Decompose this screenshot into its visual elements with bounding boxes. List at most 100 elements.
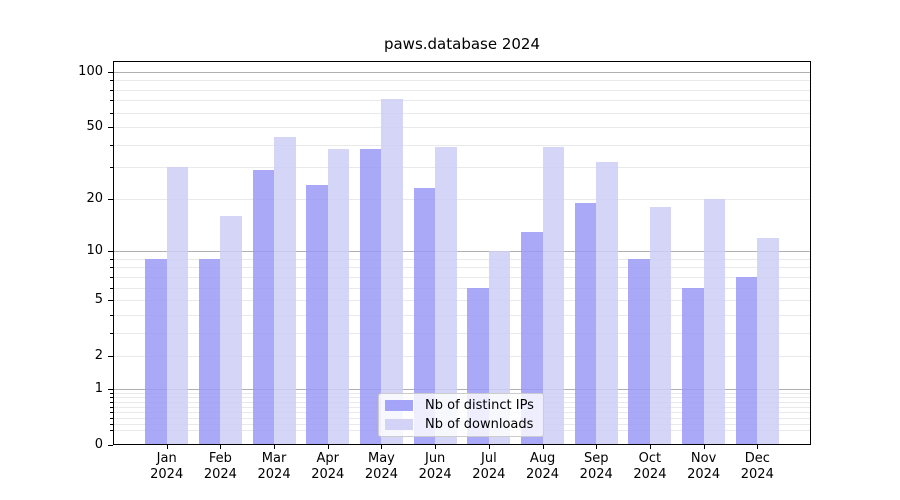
y-tick-label: 1	[94, 380, 103, 396]
y-minor-tick	[110, 402, 113, 404]
y-minor-tick	[110, 393, 113, 395]
y-tick	[108, 127, 113, 129]
y-minor-tick	[110, 430, 113, 432]
bar-distinct-ips	[198, 258, 221, 445]
bar-downloads	[220, 215, 242, 445]
gridline-minor	[113, 332, 811, 334]
x-tick-label: May 2024	[364, 451, 398, 482]
y-minor-tick	[110, 332, 113, 334]
y-tick-label: 5	[94, 292, 103, 308]
chart-title: paws.database 2024	[383, 35, 541, 53]
y-minor-tick	[110, 287, 113, 289]
bar-downloads	[649, 206, 672, 445]
bar-distinct-ips	[359, 148, 382, 445]
y-minor-tick	[110, 167, 113, 169]
gridline-minor	[113, 127, 811, 129]
y-minor-tick	[110, 397, 113, 399]
bar-downloads	[166, 167, 189, 445]
y-tick-label: 100	[78, 63, 103, 79]
bar-downloads	[435, 146, 457, 445]
y-tick	[108, 445, 113, 446]
y-minor-tick	[110, 112, 113, 114]
y-minor-tick	[110, 258, 113, 260]
x-tick-label: Nov 2024	[687, 451, 721, 482]
y-minor-tick	[110, 80, 113, 82]
gridline-minor	[113, 314, 811, 316]
legend: Nb of distinct IPs Nb of downloads	[378, 393, 544, 437]
bar-distinct-ips	[628, 258, 650, 445]
y-tick	[108, 198, 113, 200]
gridline-major	[113, 388, 811, 390]
x-tick	[542, 445, 544, 449]
gridline-minor	[113, 258, 811, 260]
x-tick-label: Oct 2024	[633, 451, 667, 482]
y-minor-tick	[110, 412, 113, 414]
bar-layer	[113, 61, 811, 445]
gridline-minor	[113, 112, 811, 114]
x-tick	[596, 445, 598, 449]
y-minor-tick	[110, 406, 113, 408]
x-tick-label: Jan 2024	[150, 451, 184, 482]
x-tick	[327, 445, 329, 449]
bar-downloads	[381, 99, 403, 445]
x-tick	[435, 445, 437, 449]
y-tick	[108, 71, 113, 73]
gridline-minor	[113, 198, 811, 200]
x-tick-label: Feb 2024	[203, 451, 237, 482]
legend-swatch-distinct-ips	[385, 400, 413, 411]
x-tick-label: Apr 2024	[311, 451, 345, 482]
bar-distinct-ips	[735, 276, 758, 445]
gridline-minor	[113, 276, 811, 278]
y-minor-tick	[110, 89, 113, 91]
x-tick-label: Jul 2024	[472, 451, 506, 482]
bar-downloads	[542, 146, 565, 445]
y-tick	[108, 300, 113, 302]
x-tick	[381, 445, 383, 449]
legend-item: Nb of distinct IPs	[385, 398, 537, 414]
y-minor-tick	[110, 144, 113, 146]
gridline-major	[113, 71, 811, 73]
y-tick	[108, 251, 113, 253]
legend-item: Nb of downloads	[385, 417, 537, 433]
x-tick	[220, 445, 222, 449]
x-tick-label: Mar 2024	[257, 451, 291, 482]
x-tick-label: Dec 2024	[740, 451, 774, 482]
y-minor-tick	[110, 314, 113, 316]
y-minor-tick	[110, 423, 113, 425]
x-tick	[703, 445, 705, 449]
bar-distinct-ips	[306, 184, 328, 445]
y-minor-tick	[110, 267, 113, 269]
y-minor-tick	[110, 276, 113, 278]
x-tick	[166, 445, 168, 449]
bar-distinct-ips	[413, 188, 436, 445]
bar-distinct-ips	[145, 258, 167, 445]
y-tick-label: 20	[86, 190, 103, 206]
x-tick-label: Aug 2024	[525, 451, 560, 482]
x-tick	[757, 445, 759, 449]
x-tick	[649, 445, 651, 449]
x-tick-label: Sep 2024	[579, 451, 613, 482]
y-tick-label: 2	[94, 348, 103, 364]
bar-downloads	[596, 162, 618, 445]
x-tick-label: Jun 2024	[418, 451, 452, 482]
y-tick-label: 50	[86, 119, 103, 135]
bar-downloads	[703, 198, 726, 445]
legend-label: Nb of downloads	[425, 416, 534, 432]
y-tick	[108, 388, 113, 390]
y-minor-tick	[110, 100, 113, 102]
bar-downloads	[274, 137, 296, 445]
gridline-minor	[113, 287, 811, 289]
bar-downloads	[327, 148, 350, 445]
y-tick-label: 0	[94, 437, 103, 452]
gridline-minor	[113, 167, 811, 169]
y-tick	[108, 356, 113, 358]
x-tick	[488, 445, 490, 449]
gridline-minor	[113, 356, 811, 358]
legend-label: Nb of distinct IPs	[425, 397, 534, 413]
gridline-major	[113, 251, 811, 253]
bar-distinct-ips	[574, 202, 597, 445]
bar-distinct-ips	[252, 169, 275, 445]
legend-swatch-downloads	[385, 419, 413, 430]
gridline-minor	[113, 100, 811, 102]
